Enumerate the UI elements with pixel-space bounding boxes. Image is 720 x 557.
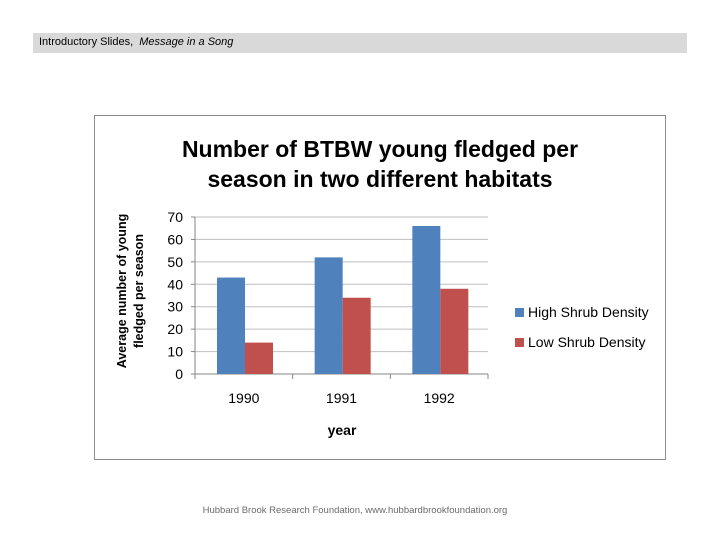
- y-tick-label: 20: [167, 321, 183, 337]
- bar-1991-high: [314, 257, 343, 374]
- legend-swatch: [515, 308, 524, 317]
- header-topic: Message in a Song: [139, 36, 234, 48]
- bar-1990-high: [217, 277, 245, 374]
- bar-1990-low: [245, 342, 273, 374]
- x-tick-label: 1992: [424, 390, 455, 406]
- x-tick-label: 1991: [326, 390, 357, 406]
- legend-label: Low Shrub Density: [528, 334, 646, 350]
- bar-chart: Number of BTBW young fledged per season i…: [115, 136, 649, 438]
- y-tick-label: 30: [167, 299, 183, 315]
- legend-label: High Shrub Density: [528, 304, 649, 320]
- bar-1991-low: [342, 297, 371, 374]
- x-tick-label: 1990: [228, 390, 259, 406]
- slide-header-bar: Introductory Slides, Message in a Song: [33, 33, 687, 53]
- footer-credit-wrap: Hubbard Brook Research Foundation, www.h…: [0, 505, 720, 516]
- y-tick-label: 60: [167, 231, 183, 247]
- header-separator: ,: [130, 36, 134, 48]
- y-axis-title-line: fledged per season: [132, 234, 146, 348]
- y-tick-label: 40: [167, 276, 183, 292]
- y-tick-label: 70: [167, 209, 183, 225]
- bar-1992-high: [412, 225, 441, 374]
- chart-title-line: Number of BTBW young fledged per: [182, 136, 578, 162]
- bar-1992-low: [440, 288, 469, 374]
- chart-title-line: season in two different habitats: [207, 166, 552, 192]
- slide-header-text: Introductory Slides, Message in a Song: [39, 36, 233, 48]
- x-axis-title: year: [328, 422, 357, 438]
- y-tick-label: 0: [175, 366, 183, 382]
- footer-credit: Hubbard Brook Research Foundation, www.h…: [202, 505, 508, 516]
- header-section: Introductory Slides: [39, 36, 131, 48]
- chart-frame: Number of BTBW young fledged per season i…: [94, 115, 666, 460]
- y-tick-label: 50: [167, 254, 183, 270]
- legend-swatch: [515, 338, 524, 347]
- y-tick-label: 10: [167, 344, 183, 360]
- y-axis-title-line: Average number of young: [115, 214, 129, 368]
